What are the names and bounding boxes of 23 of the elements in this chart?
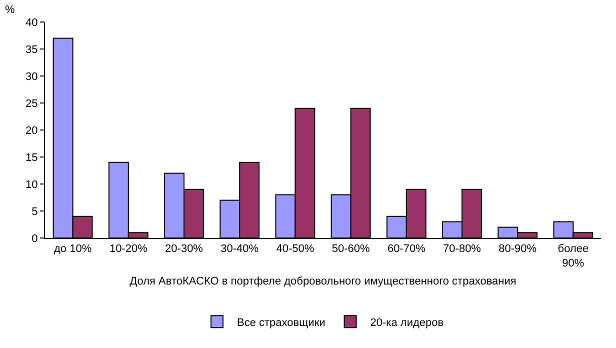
x-tick-label: 10-20% [109,243,148,256]
y-tick-label: 35 [26,44,38,56]
legend-label: 20-ка лидеров [370,316,444,329]
x-tick-label: 50-60% [332,243,370,256]
x-axis-title: Доля АвтоКАСКО в портфеле добровольного имущественного страхования [130,276,516,288]
y-tick-label: 5 [32,206,38,218]
y-axis-title: % [5,4,15,16]
x-tick-label: 20-30% [165,243,204,256]
y-tick-label: 15 [26,152,38,164]
y-tick-label: 0 [32,232,38,245]
x-tick-label: более 90% [558,243,589,270]
legend-label: Все страховщики [237,316,326,329]
y-tick-label: 40 [26,16,38,29]
x-tick-label: 40-50% [276,243,314,256]
y-tick-label: 25 [26,98,38,110]
y-tick-label: 10 [26,178,38,191]
x-tick-label: 60-70% [387,243,426,256]
x-tick-label: 30-40% [220,243,259,256]
x-tick-label: до 10% [54,243,92,256]
x-tick-label: 70-80% [443,243,482,256]
y-tick-label: 30 [26,70,38,83]
x-tick-label: 80-90% [498,243,537,256]
y-tick-label: 20 [26,124,38,137]
